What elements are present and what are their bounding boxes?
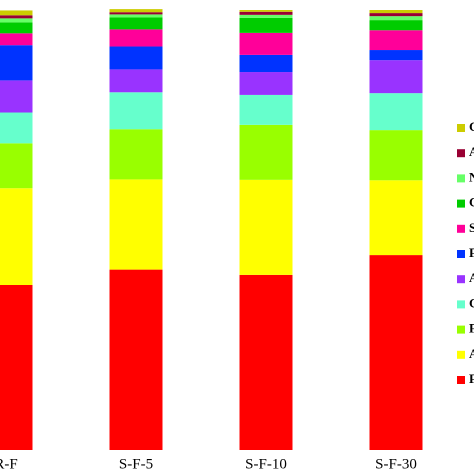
- legend-label: F: [469, 245, 474, 260]
- bar-segment: [239, 124, 293, 180]
- legend-label: A: [469, 346, 474, 361]
- bar-segment: [239, 32, 293, 55]
- bar-segment: [0, 18, 33, 23]
- legend-label: C: [469, 295, 474, 310]
- bar-segment: [239, 14, 293, 18]
- bar-segment: [239, 94, 293, 125]
- bar-segment: [0, 15, 33, 19]
- bar-segment: [109, 69, 163, 93]
- legend-label: A: [469, 144, 474, 159]
- legend-swatch: [457, 325, 465, 334]
- bar-segment: [369, 130, 423, 181]
- bar-segment: [109, 17, 163, 30]
- legend-swatch: [457, 124, 465, 132]
- bar-segment: [369, 20, 423, 31]
- x-tick-label: S-F-30: [375, 456, 417, 472]
- bar-segment: [369, 180, 423, 256]
- legend-swatch: [457, 250, 465, 258]
- bar-segment: [109, 29, 163, 47]
- legend-swatch: [457, 174, 465, 183]
- bar-segment: [109, 14, 163, 18]
- bar-segment: [239, 54, 293, 73]
- bar-segment: [369, 10, 423, 14]
- x-tick-label: S-F-5: [119, 456, 153, 472]
- legend-label: F: [469, 371, 474, 386]
- bar-segment: [0, 112, 33, 144]
- legend-label: S: [469, 220, 474, 235]
- bar-segment: [109, 179, 163, 270]
- legend-label: N: [469, 169, 474, 184]
- bar-segment: [0, 80, 33, 113]
- x-tick-label: R-F: [0, 456, 18, 472]
- bar-segment: [0, 10, 33, 16]
- bar-segment: [369, 60, 423, 94]
- bar-segment: [369, 50, 423, 61]
- bar-segment: [239, 72, 293, 95]
- legend-swatch: [457, 199, 465, 208]
- bar-segment: [109, 46, 163, 70]
- bar-segment: [109, 12, 163, 15]
- bar-segment: [239, 274, 293, 450]
- legend-swatch: [457, 300, 465, 309]
- bar-segment: [0, 45, 33, 81]
- bar-segment: [0, 143, 33, 189]
- bar-segment: [239, 17, 293, 33]
- bar-segment: [369, 30, 423, 51]
- legend-swatch: [457, 376, 465, 384]
- bar-segment: [369, 255, 423, 450]
- legend-swatch: [457, 149, 465, 158]
- bar-segment: [239, 10, 293, 12]
- bar-segment: [0, 33, 33, 46]
- bar-segment: [109, 92, 163, 130]
- bar-segment: [0, 22, 33, 34]
- bar-segment: [109, 9, 163, 13]
- legend-swatch: [457, 224, 465, 233]
- bar-segment: [369, 93, 423, 131]
- bar-segment: [239, 179, 293, 275]
- legend-label: C: [469, 119, 474, 134]
- bar-segment: [369, 13, 423, 17]
- bar-segment: [239, 11, 293, 15]
- legend-label: F: [469, 321, 474, 336]
- bar-segment: [0, 188, 33, 285]
- bar-segment: [0, 285, 33, 450]
- bar-segment: [109, 269, 163, 450]
- bar-segment: [369, 16, 423, 21]
- bar-segment: [109, 129, 163, 180]
- legend-label: C: [469, 195, 474, 210]
- legend-swatch: [457, 275, 465, 284]
- x-tick-label: S-F-10: [245, 456, 287, 472]
- legend-swatch: [457, 350, 465, 359]
- legend-label: A: [469, 270, 474, 285]
